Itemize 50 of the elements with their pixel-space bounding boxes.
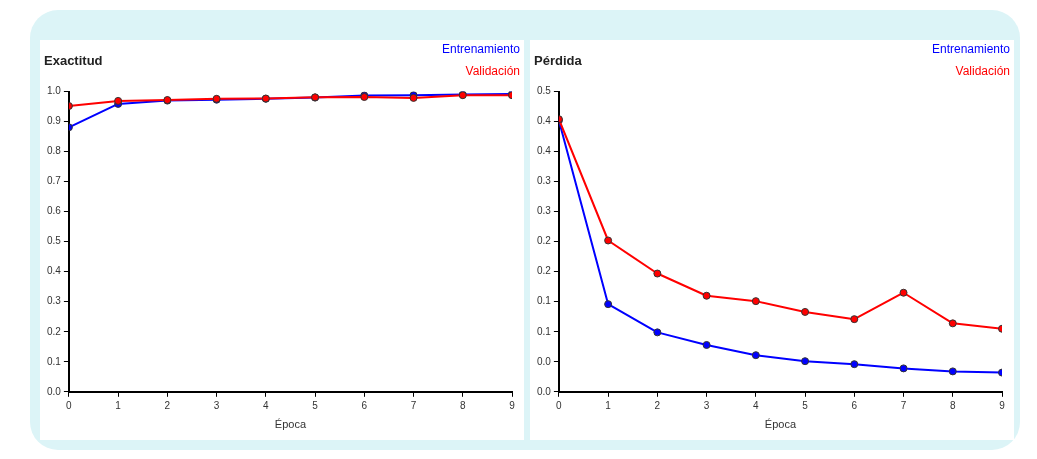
- text: Entrenamiento: [441, 42, 521, 57]
- y-tick-label: 0.4: [537, 145, 552, 157]
- x-tick-label: 4: [263, 399, 270, 411]
- x-tick-label: 1: [115, 399, 122, 411]
- y-tick-label: 1.0: [47, 85, 62, 97]
- x-tick-label: 5: [312, 399, 319, 411]
- series-label: Validación: [465, 64, 520, 79]
- y-tick-label: 0.4: [537, 115, 552, 127]
- x-tick-label: 9: [999, 399, 1006, 411]
- x-tick-label: 8: [949, 399, 956, 411]
- x-tick-label: 6: [851, 399, 858, 411]
- y-tick-label: 0.8: [47, 145, 62, 157]
- x-tick-label: 0: [556, 399, 563, 411]
- y-tick-label: 0.5: [537, 85, 552, 97]
- y-tick-label: 0.3: [47, 295, 62, 307]
- chart-title: Pérdida: [534, 53, 583, 69]
- y-tick-label: 0.2: [537, 235, 552, 247]
- y-tick-label: 0.4: [47, 265, 62, 277]
- x-axis-title: Época: [764, 418, 797, 431]
- x-tick-label: 8: [459, 399, 466, 411]
- text: Entrenamiento: [931, 42, 1011, 57]
- x-tick-label: 9: [509, 399, 516, 411]
- y-tick-label: 0.3: [537, 175, 552, 187]
- chart-title: Exactitud: [44, 53, 103, 69]
- y-tick-label: 0.0: [47, 385, 62, 397]
- y-tick-label: 0.1: [47, 355, 62, 367]
- y-tick-label: 0.9: [47, 115, 62, 127]
- x-axis-title: Época: [274, 418, 307, 431]
- x-tick-label: 0: [66, 399, 73, 411]
- x-tick-label: 4: [753, 399, 760, 411]
- x-tick-label: 5: [802, 399, 809, 411]
- y-tick-label: 0.7: [47, 175, 62, 187]
- y-tick-label: 0.2: [47, 325, 62, 337]
- y-tick-label: 0.1: [537, 295, 552, 307]
- y-tick-label: 0.2: [537, 265, 552, 277]
- y-tick-label: 0.0: [537, 385, 552, 397]
- y-tick-label: 0.5: [47, 235, 62, 247]
- x-tick-label: 3: [703, 399, 710, 411]
- x-tick-label: 6: [361, 399, 368, 411]
- x-tick-label: 2: [654, 399, 661, 411]
- x-tick-label: 2: [164, 399, 171, 411]
- y-tick-label: 0.0: [537, 355, 552, 367]
- x-tick-label: 3: [213, 399, 220, 411]
- x-tick-label: 7: [900, 399, 907, 411]
- x-tick-label: 7: [410, 399, 417, 411]
- text: Validación: [955, 64, 1010, 79]
- x-tick-label: 1: [605, 399, 612, 411]
- y-tick-label: 0.6: [47, 205, 62, 217]
- y-tick-label: 0.3: [537, 205, 552, 217]
- y-tick-label: 0.1: [537, 325, 552, 337]
